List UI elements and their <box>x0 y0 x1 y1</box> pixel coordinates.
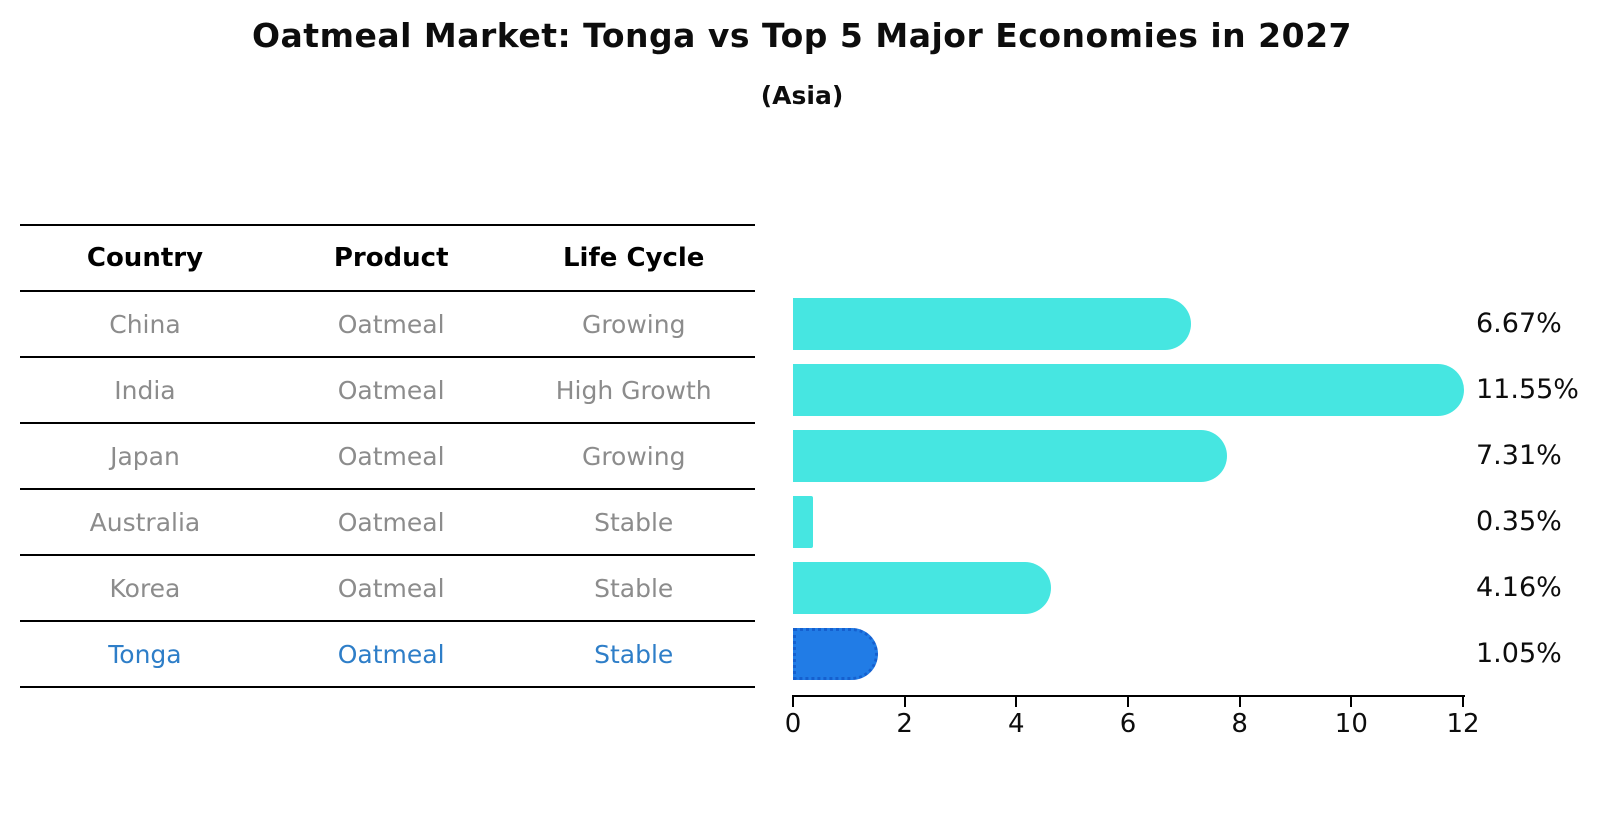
table-body: China Oatmeal Growing India Oatmeal High Grow… <box>20 292 755 688</box>
x-tick-2 <box>903 697 906 707</box>
bar-india <box>793 364 1464 416</box>
value-label-india: 11.55% <box>1476 374 1579 405</box>
lifecycle-cell: High Growth <box>555 375 712 405</box>
x-tick-label-6: 6 <box>1119 709 1137 739</box>
table-row-korea: Korea Oatmeal Stable <box>20 556 755 622</box>
lifecycle-cell: Stable <box>594 639 674 669</box>
lifecycle-cell: Stable <box>594 573 674 603</box>
x-tick-4 <box>1015 697 1018 707</box>
value-label-japan: 7.31% <box>1476 440 1562 471</box>
bar-australia <box>793 496 813 548</box>
country-cell: Korea <box>109 573 181 603</box>
x-tick-12 <box>1462 697 1464 707</box>
column-header-country: Country <box>86 243 204 273</box>
x-tick-label-10: 10 <box>1334 709 1368 739</box>
x-tick-label-0: 0 <box>784 709 802 739</box>
x-tick-10 <box>1350 697 1353 707</box>
value-label-tonga: 1.05% <box>1476 638 1562 669</box>
x-tick-6 <box>1127 697 1129 707</box>
bar-korea <box>793 562 1052 614</box>
x-tick-label-4: 4 <box>1008 709 1025 739</box>
country-table: Country Product Life Cycle China Oatmeal G… <box>20 224 755 688</box>
product-cell: Oatmeal <box>337 573 445 603</box>
x-tick-0 <box>792 697 794 707</box>
country-cell: India <box>114 375 176 405</box>
x-tick-8 <box>1238 697 1241 707</box>
x-axis-line <box>792 695 1465 697</box>
value-label-china: 6.67% <box>1476 308 1562 339</box>
lifecycle-cell: Growing <box>581 309 686 339</box>
product-cell: Oatmeal <box>337 375 445 405</box>
x-tick-label-2: 2 <box>896 709 913 739</box>
table-row-tonga: Tonga Oatmeal Stable <box>20 622 755 688</box>
table-header-row: Country Product Life Cycle <box>20 226 755 292</box>
product-cell: Oatmeal <box>337 309 445 339</box>
value-label-korea: 4.16% <box>1476 572 1562 603</box>
table-row-australia: Australia Oatmeal Stable <box>20 490 755 556</box>
bar-japan <box>793 430 1228 482</box>
x-tick-label-8: 8 <box>1231 709 1248 739</box>
column-header-lifecycle: Life Cycle <box>562 243 705 273</box>
lifecycle-cell: Stable <box>594 507 674 537</box>
product-cell: Oatmeal <box>337 639 445 669</box>
bar-tonga <box>793 628 878 680</box>
table-row-japan: Japan Oatmeal Growing <box>20 424 755 490</box>
chart-title: Oatmeal Market: Tonga vs Top 5 Major Eco… <box>251 16 1353 55</box>
product-cell: Oatmeal <box>337 507 445 537</box>
country-cell: Australia <box>89 507 201 537</box>
chart-subtitle: (Asia) <box>760 81 844 110</box>
country-cell: Tonga <box>108 639 182 669</box>
x-tick-label-12: 12 <box>1446 709 1480 739</box>
country-cell: China <box>109 309 181 339</box>
lifecycle-cell: Growing <box>581 441 686 471</box>
country-cell: Japan <box>110 441 180 471</box>
value-label-australia: 0.35% <box>1476 506 1562 537</box>
table-row-china: China Oatmeal Growing <box>20 292 755 358</box>
bar-china <box>793 298 1192 350</box>
table-row-india: India Oatmeal High Growth <box>20 358 755 424</box>
column-header-product: Product <box>333 243 449 273</box>
product-cell: Oatmeal <box>337 441 445 471</box>
